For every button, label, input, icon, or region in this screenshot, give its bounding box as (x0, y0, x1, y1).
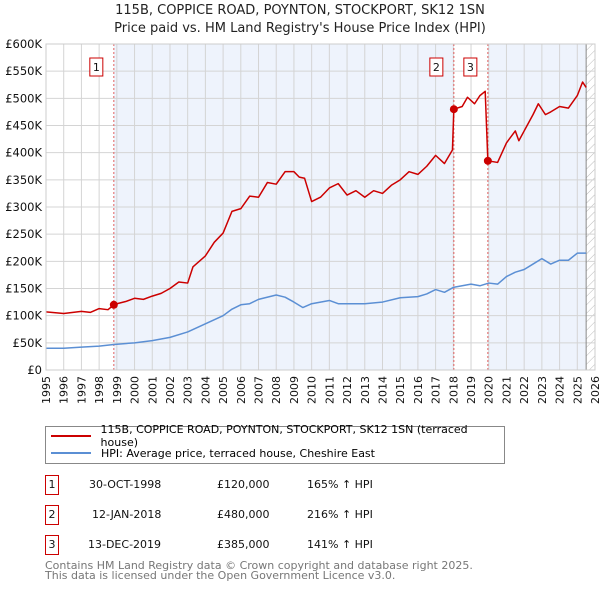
x-tick-label: 2003 (182, 376, 195, 404)
sale-date: 30-OCT-1998 (89, 478, 162, 491)
sale-marker-box (429, 57, 444, 77)
x-tick-label: 2020 (483, 376, 496, 404)
x-tick-label: 1996 (58, 376, 71, 404)
x-tick-label: 2019 (465, 376, 478, 404)
legend-swatch-blue (51, 452, 91, 454)
legend-item-property: 115B, COPPICE ROAD, POYNTON, STOCKPORT, … (51, 423, 504, 449)
x-tick-label: 2013 (359, 376, 372, 404)
y-tick-label: £600K (5, 37, 42, 51)
y-tick-label: £350K (5, 173, 42, 187)
hpi-line (46, 252, 587, 350)
x-tick-label: 1995 (40, 376, 53, 404)
legend-label: HPI: Average price, terraced house, Ches… (101, 446, 375, 460)
chart-subtitle: Price paid vs. HM Land Registry's House … (114, 21, 486, 36)
x-tick-label: 2015 (394, 376, 407, 404)
plot-border (45, 43, 596, 371)
x-tick-label: 2004 (199, 376, 212, 404)
sale-point (483, 156, 492, 165)
x-tick-label: 2022 (518, 376, 531, 404)
x-tick-label: 2024 (554, 376, 567, 404)
x-tick-label: 1999 (111, 376, 124, 404)
chart-title: 115B, COPPICE ROAD, POYNTON, STOCKPORT, … (115, 3, 485, 18)
x-tick-label: 1997 (75, 376, 88, 404)
footer: Contains HM Land Registry data © Crown c… (45, 559, 473, 582)
x-tick-label: 2002 (164, 376, 177, 404)
x-tick-label: 2008 (270, 376, 283, 404)
x-tick-label: 2014 (376, 376, 389, 404)
x-tick-label: 2016 (412, 376, 425, 404)
legend-label: 115B, COPPICE ROAD, POYNTON, STOCKPORT, … (100, 423, 468, 449)
sale-hpi: 165% ↑ HPI (307, 478, 373, 491)
x-tick-label: 2000 (129, 376, 142, 404)
footer-copyright: Contains HM Land Registry data © Crown c… (45, 559, 473, 572)
y-tick-label: £100K (5, 309, 42, 323)
x-tick-label: 2009 (288, 376, 301, 404)
sale-point (449, 105, 458, 114)
sale-marker-box (463, 57, 478, 77)
y-tick-label: £200K (5, 254, 42, 268)
y-tick-label: £550K (5, 64, 42, 78)
x-tick-label: 2005 (217, 376, 230, 404)
sale-marker-label: 2 (433, 61, 440, 74)
y-tick-label: £500K (5, 91, 42, 105)
x-tick-label: 2012 (341, 376, 354, 404)
x-tick-label: 2006 (235, 376, 248, 404)
legend: 115B, COPPICE ROAD, POYNTON, STOCKPORT, … (45, 423, 505, 464)
y-tick-label: £250K (5, 227, 42, 241)
sale-marker: 1 (45, 475, 59, 495)
x-tick-label: 2017 (430, 376, 443, 404)
x-tick-label: 2021 (500, 376, 513, 404)
sale-marker-label: 1 (93, 61, 100, 74)
x-tick-label: 2007 (253, 376, 266, 404)
sale-hpi: 216% ↑ HPI (307, 508, 373, 521)
sale-point (109, 300, 118, 309)
y-tick-label: £300K (5, 200, 42, 214)
sale-date: 12-JAN-2018 (92, 508, 162, 521)
sale-marker-box (89, 57, 104, 77)
x-tick-label: 2011 (323, 376, 336, 404)
x-tick-label: 2001 (146, 376, 159, 404)
price-chart: 1995 1996 1997 1998 1999 2000 2001 2002 2003 2004… (5, 37, 600, 404)
x-tick-label: 2010 (306, 376, 319, 404)
x-tick-label: 1998 (93, 376, 106, 404)
y-tick-label: £450K (5, 119, 42, 133)
y-tick-label: £150K (5, 282, 42, 296)
y-tick-label: £50K (13, 336, 43, 350)
sale-price: £385,000 (217, 538, 270, 551)
sale-price: £120,000 (217, 478, 270, 491)
legend-item-hpi: HPI: Average price, terraced house, Ches… (51, 445, 375, 461)
legend-swatch-red (51, 435, 91, 437)
footer-licence: This data is licensed under the Open Gov… (45, 569, 396, 582)
property-price-line (45, 81, 587, 315)
sale-marker: 2 (45, 505, 59, 525)
y-tick-label: £0 (27, 363, 42, 377)
x-tick-label: 2018 (447, 376, 460, 404)
x-tick-label: 2026 (589, 376, 600, 404)
sale-marker: 3 (45, 535, 59, 555)
sale-date: 13-DEC-2019 (88, 538, 162, 551)
x-tick-label: 2023 (536, 376, 549, 404)
sale-price: £480,000 (217, 508, 270, 521)
y-tick-label: £400K (5, 146, 42, 160)
x-tick-label: 2025 (571, 376, 584, 404)
sale-hpi: 141% ↑ HPI (307, 538, 373, 551)
sale-marker-label: 3 (467, 61, 474, 74)
